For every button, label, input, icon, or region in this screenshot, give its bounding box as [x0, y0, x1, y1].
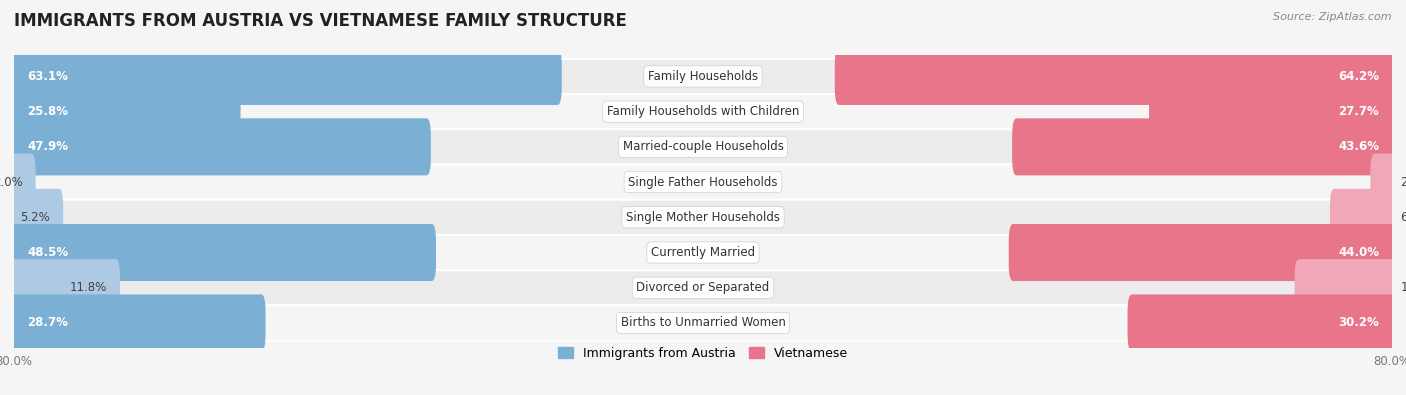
Text: 11.8%: 11.8% — [70, 281, 107, 294]
FancyBboxPatch shape — [14, 164, 1392, 200]
Legend: Immigrants from Austria, Vietnamese: Immigrants from Austria, Vietnamese — [554, 342, 852, 365]
Text: 64.2%: 64.2% — [1339, 70, 1379, 83]
Text: 44.0%: 44.0% — [1339, 246, 1379, 259]
FancyBboxPatch shape — [1128, 294, 1396, 352]
FancyBboxPatch shape — [1008, 224, 1396, 281]
FancyBboxPatch shape — [1295, 259, 1396, 316]
FancyBboxPatch shape — [835, 48, 1396, 105]
Text: Currently Married: Currently Married — [651, 246, 755, 259]
Text: 2.0%: 2.0% — [1400, 176, 1406, 188]
Text: 25.8%: 25.8% — [27, 105, 67, 118]
Text: Family Households with Children: Family Households with Children — [607, 105, 799, 118]
FancyBboxPatch shape — [1012, 118, 1396, 175]
FancyBboxPatch shape — [1371, 154, 1396, 211]
Text: 43.6%: 43.6% — [1339, 140, 1379, 153]
FancyBboxPatch shape — [10, 154, 35, 211]
FancyBboxPatch shape — [1330, 189, 1396, 246]
Text: Source: ZipAtlas.com: Source: ZipAtlas.com — [1274, 12, 1392, 22]
FancyBboxPatch shape — [10, 259, 120, 316]
FancyBboxPatch shape — [14, 59, 1392, 94]
FancyBboxPatch shape — [10, 48, 562, 105]
Text: 30.2%: 30.2% — [1339, 316, 1379, 329]
FancyBboxPatch shape — [14, 235, 1392, 270]
FancyBboxPatch shape — [14, 94, 1392, 129]
FancyBboxPatch shape — [10, 224, 436, 281]
FancyBboxPatch shape — [10, 294, 266, 352]
Text: Births to Unmarried Women: Births to Unmarried Women — [620, 316, 786, 329]
FancyBboxPatch shape — [14, 129, 1392, 164]
Text: Family Households: Family Households — [648, 70, 758, 83]
Text: Single Father Households: Single Father Households — [628, 176, 778, 188]
Text: Married-couple Households: Married-couple Households — [623, 140, 783, 153]
FancyBboxPatch shape — [1149, 83, 1396, 140]
Text: Single Mother Households: Single Mother Households — [626, 211, 780, 224]
Text: 63.1%: 63.1% — [27, 70, 67, 83]
Text: 10.8%: 10.8% — [1400, 281, 1406, 294]
Text: 27.7%: 27.7% — [1339, 105, 1379, 118]
FancyBboxPatch shape — [10, 83, 240, 140]
Text: 2.0%: 2.0% — [0, 176, 22, 188]
Text: IMMIGRANTS FROM AUSTRIA VS VIETNAMESE FAMILY STRUCTURE: IMMIGRANTS FROM AUSTRIA VS VIETNAMESE FA… — [14, 12, 627, 30]
Text: 28.7%: 28.7% — [27, 316, 67, 329]
Text: 5.2%: 5.2% — [21, 211, 51, 224]
Text: 6.7%: 6.7% — [1400, 211, 1406, 224]
Text: 47.9%: 47.9% — [27, 140, 67, 153]
FancyBboxPatch shape — [14, 305, 1392, 340]
FancyBboxPatch shape — [14, 270, 1392, 305]
FancyBboxPatch shape — [10, 118, 430, 175]
FancyBboxPatch shape — [14, 200, 1392, 235]
FancyBboxPatch shape — [10, 189, 63, 246]
Text: 48.5%: 48.5% — [27, 246, 67, 259]
Text: Divorced or Separated: Divorced or Separated — [637, 281, 769, 294]
